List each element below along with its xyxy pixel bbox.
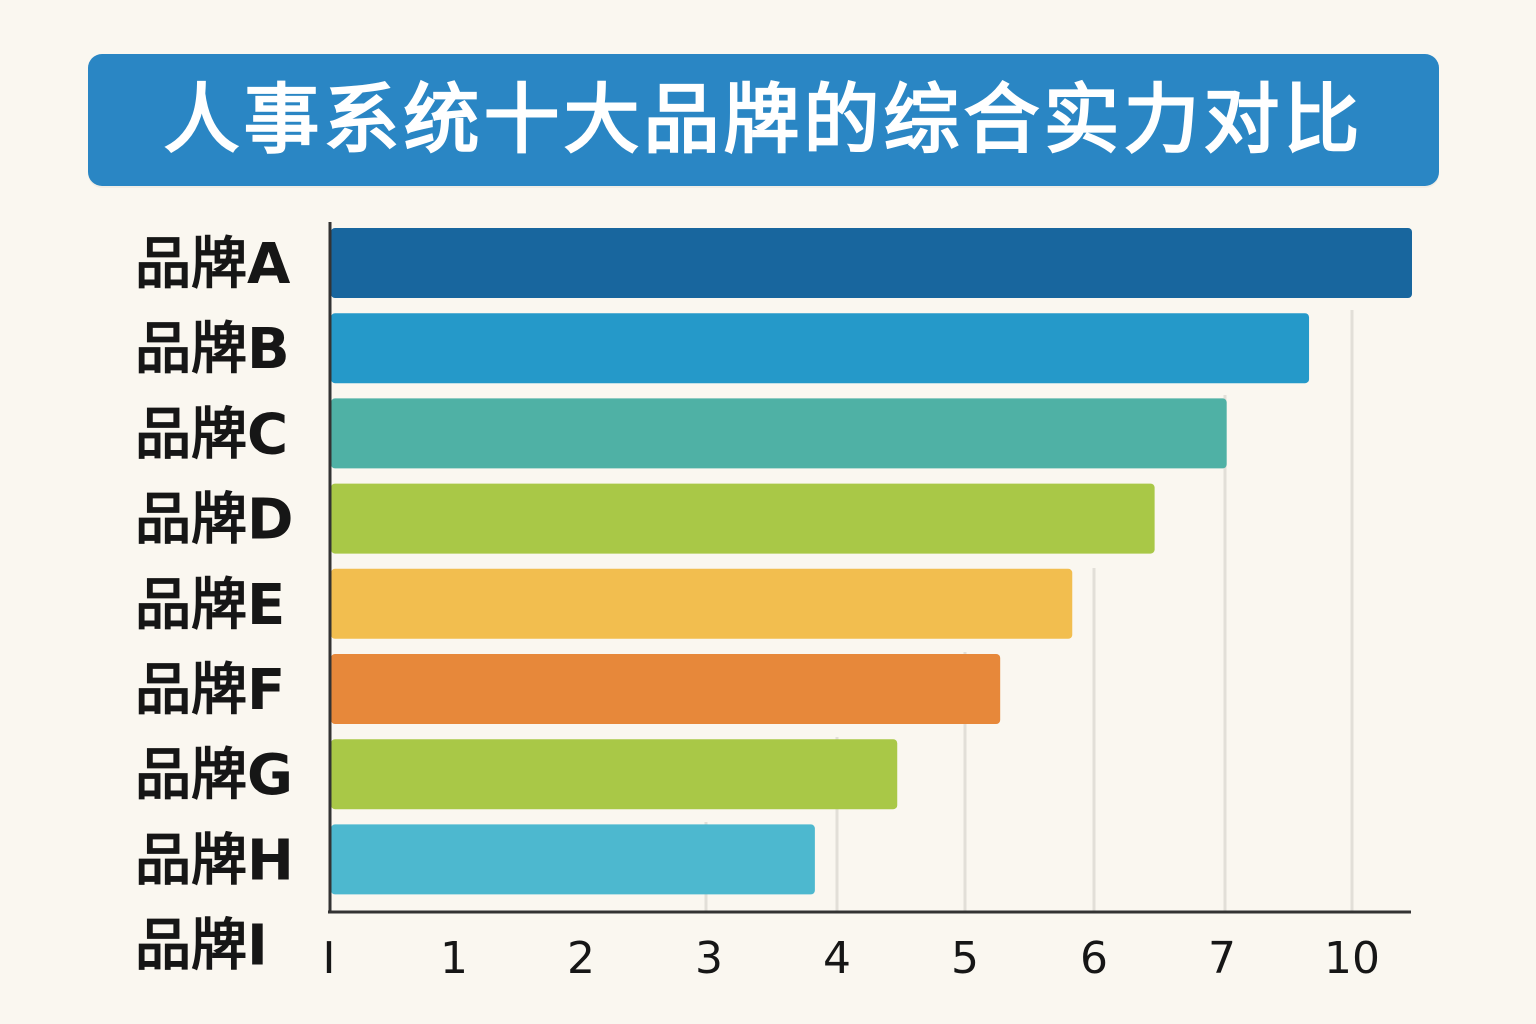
category-label: 品牌I (135, 914, 268, 979)
category-label: 品牌E (135, 573, 285, 638)
tick-labels: I 1 2 3 4 5 6 7 10 (323, 933, 1380, 984)
category-labels: 品牌A 品牌B 品牌C 品牌D 品牌E 品牌F 品牌G 品牌H 品牌I (135, 232, 294, 979)
bar-品牌C (331, 398, 1227, 469)
bar-品牌D (331, 483, 1155, 554)
x-tick-label: 2 (567, 933, 595, 984)
bar-品牌H (331, 824, 815, 895)
x-tick-label: I (323, 933, 336, 984)
category-label: 品牌H (135, 828, 294, 893)
axes (328, 222, 1411, 914)
category-label: 品牌B (135, 317, 290, 382)
x-tick-label: 6 (1080, 933, 1108, 984)
grid-lines (704, 310, 1354, 912)
x-tick-label: 1 (440, 933, 468, 984)
x-tick-label: 10 (1324, 933, 1380, 984)
x-tick-label: 4 (823, 933, 851, 984)
category-label: 品牌A (135, 232, 291, 297)
category-label: 品牌D (135, 488, 293, 553)
title-banner: 人事系统十大品牌的综合实力对比 (88, 54, 1439, 186)
bar-品牌E (331, 568, 1073, 639)
x-tick-label: 3 (695, 933, 723, 984)
bars (331, 228, 1412, 895)
bar-品牌F (331, 654, 1001, 724)
x-tick-label: 7 (1208, 933, 1236, 984)
category-label: 品牌G (135, 743, 293, 808)
bar-品牌G (331, 739, 898, 810)
chart-title: 人事系统十大品牌的综合实力对比 (163, 75, 1364, 164)
x-tick-label: 5 (951, 933, 979, 984)
bar-品牌A (331, 228, 1412, 298)
bar-品牌B (331, 313, 1310, 384)
category-label: 品牌C (135, 402, 288, 467)
category-label: 品牌F (135, 658, 285, 723)
